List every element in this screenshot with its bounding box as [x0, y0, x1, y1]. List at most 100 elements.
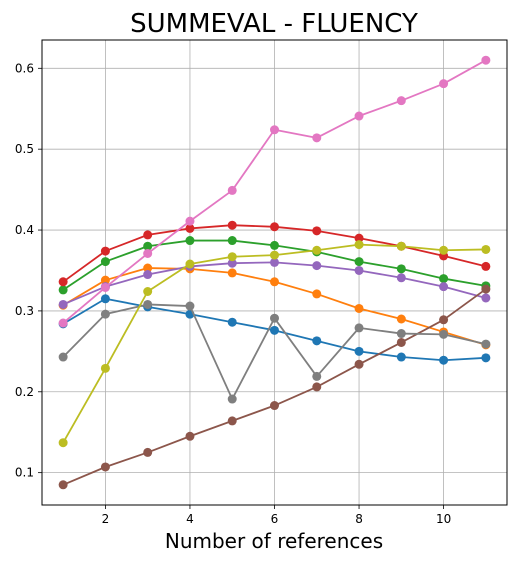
y-tick-label: 0.4 — [15, 223, 34, 237]
x-tick-label: 10 — [436, 512, 451, 526]
series-7-point — [185, 216, 195, 226]
series-7-point — [227, 185, 237, 195]
series-6-point — [312, 382, 322, 392]
series-3-point — [143, 241, 153, 251]
series-9-point — [58, 438, 68, 448]
series-8-point — [270, 313, 279, 323]
series-4-point — [100, 246, 110, 256]
series-3-point — [396, 264, 406, 274]
series-9-point — [100, 363, 110, 373]
series-8-point — [100, 309, 110, 319]
series-9-point — [439, 245, 449, 255]
series-4-point — [270, 222, 279, 232]
series-9-point — [143, 287, 153, 296]
series-2-point — [270, 277, 279, 287]
series-6-point — [270, 401, 279, 411]
chart-title: SUMMEVAL - FLUENCY — [130, 9, 418, 39]
y-tick-label: 0.2 — [15, 385, 34, 399]
series-9-point — [312, 245, 322, 255]
series-8-point — [185, 301, 195, 311]
series-7-point — [270, 125, 279, 135]
series-4-point — [481, 261, 491, 271]
x-axis-title: Number of references — [165, 529, 383, 553]
series-3-point — [227, 236, 237, 246]
series-2-point — [143, 263, 153, 273]
series-6-point — [100, 462, 110, 472]
series-6 — [58, 284, 491, 490]
series-8-point — [227, 394, 237, 404]
series-3-point — [100, 257, 110, 267]
series-7-point — [312, 133, 322, 143]
series-layer — [58, 55, 491, 490]
series-5-point — [58, 299, 68, 309]
series-7-point — [143, 249, 153, 258]
series-7-point — [100, 282, 110, 292]
series-5-point — [312, 261, 322, 271]
series-6-point — [354, 359, 364, 369]
x-tick-label: 2 — [102, 512, 110, 526]
series-7-point — [481, 55, 491, 65]
series-4-point — [185, 223, 195, 233]
series-5-point — [481, 293, 491, 303]
y-tick-label: 0.5 — [15, 142, 34, 156]
series-1-point — [312, 336, 322, 346]
x-tick-label: 6 — [271, 512, 279, 526]
series-9-point — [185, 259, 195, 269]
series-9-point — [227, 252, 237, 262]
series-8-point — [143, 299, 153, 309]
series-4-point — [143, 230, 153, 240]
series-5-point — [439, 282, 449, 292]
series-1-point — [396, 352, 406, 362]
series-6-point — [143, 447, 153, 457]
series-5-point — [396, 273, 406, 283]
series-2-point — [396, 314, 406, 324]
series-8 — [58, 299, 491, 404]
series-8-point — [481, 339, 491, 349]
series-4-point — [227, 220, 237, 230]
y-tick-label: 0.3 — [15, 304, 34, 318]
series-7-point — [396, 96, 406, 106]
series-2-point — [100, 275, 110, 285]
series-3-point — [439, 274, 449, 284]
series-1 — [58, 294, 491, 365]
series-6-point — [481, 284, 491, 294]
series-2-point — [354, 303, 364, 313]
series-6-point — [227, 416, 237, 426]
series-9-point — [481, 244, 491, 254]
series-5-point — [143, 270, 153, 280]
series-4-point — [354, 233, 364, 243]
series-7 — [58, 55, 491, 328]
series-2-point — [227, 268, 237, 278]
series-8-point — [439, 329, 449, 339]
series-7-point — [58, 318, 68, 328]
series-1-point — [354, 346, 364, 356]
series-7-point — [439, 79, 449, 89]
series-1-point — [439, 355, 449, 365]
series-9-point — [396, 241, 406, 251]
series-6-point — [396, 337, 406, 347]
series-9 — [58, 240, 491, 448]
series-6-point — [439, 315, 449, 325]
series-6-point — [58, 480, 68, 490]
series-5-point — [270, 257, 279, 267]
series-8-point — [396, 329, 406, 339]
series-4-point — [312, 226, 322, 236]
x-tick-label: 4 — [186, 512, 194, 526]
series-3-point — [270, 240, 279, 250]
x-tick-label: 8 — [355, 512, 363, 526]
series-9-point — [354, 240, 364, 250]
series-7-point — [354, 111, 364, 121]
y-tick-label: 0.6 — [15, 61, 34, 75]
series-1-point — [227, 317, 237, 327]
series-1-point — [100, 294, 110, 304]
series-1-point — [270, 325, 279, 335]
y-tick-label: 0.1 — [15, 466, 34, 480]
series-8-point — [58, 352, 68, 362]
series-3-point — [354, 257, 364, 267]
series-6-point — [185, 431, 195, 441]
series-3-point — [58, 285, 68, 295]
series-8-point — [354, 323, 364, 333]
series-5-point — [354, 265, 364, 275]
